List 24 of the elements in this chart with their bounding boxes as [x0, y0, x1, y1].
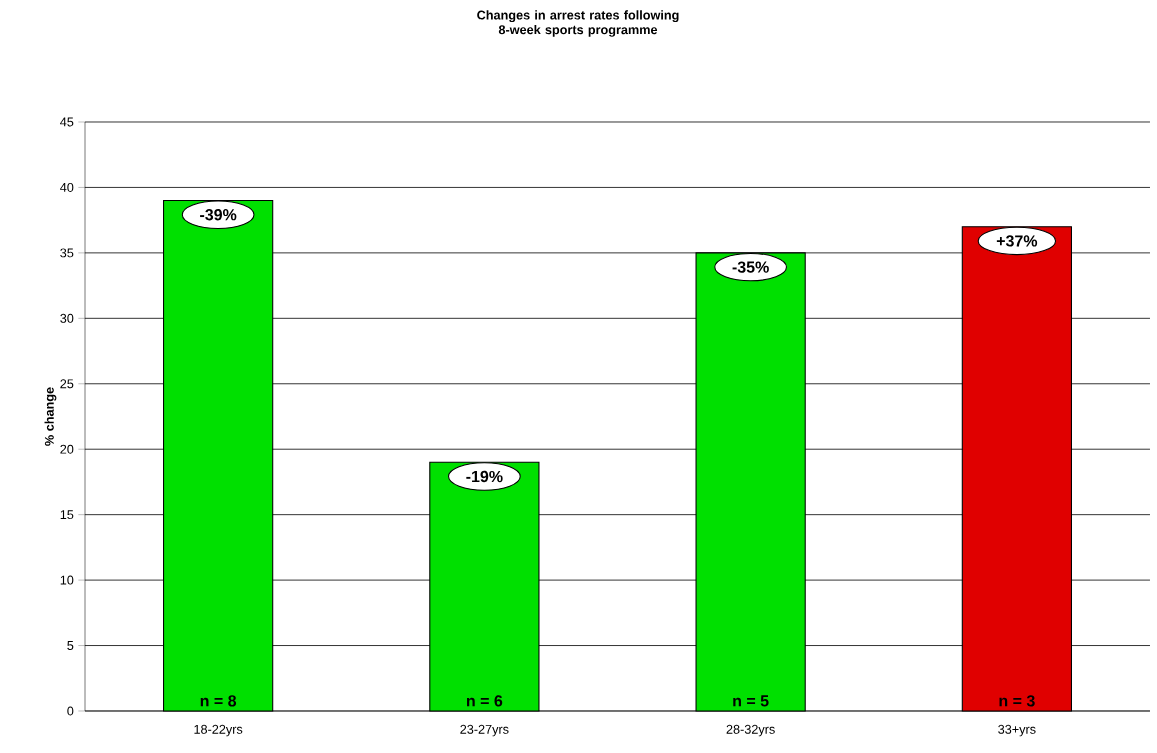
annotation: -35%	[732, 261, 769, 273]
y-tick-label: 30	[60, 313, 74, 323]
annotation: n = 5	[733, 695, 769, 707]
y-tick-label: 45	[60, 117, 74, 127]
y-tick-label: 40	[60, 182, 74, 192]
annotation: n = 6	[466, 695, 503, 707]
x-tick-label: 28-32yrs	[726, 724, 775, 737]
annotation: n = 3	[999, 695, 1035, 707]
annotation: +37%	[996, 235, 1038, 247]
annotation: -39%	[200, 209, 237, 221]
y-tick-label: 20	[60, 444, 74, 454]
y-tick-label: 0	[67, 706, 74, 716]
annotation: n = 8	[200, 695, 237, 707]
y-tick-label: 15	[60, 510, 74, 520]
x-tick-label: 23-27yrs	[460, 724, 509, 737]
annotation: -19%	[466, 470, 503, 483]
chart-title: Changes in arrest rates following 8-week sports programme	[477, 10, 679, 37]
y-tick-label: 25	[60, 379, 74, 389]
y-tick-label: 35	[60, 248, 74, 258]
y-tick-label: 5	[67, 641, 74, 650]
y-tick-label: 10	[60, 575, 74, 585]
x-tick-label: 18-22yrs	[194, 724, 243, 737]
y-axis-title: % change	[44, 387, 57, 446]
x-tick-label: 33+yrs	[998, 724, 1036, 737]
